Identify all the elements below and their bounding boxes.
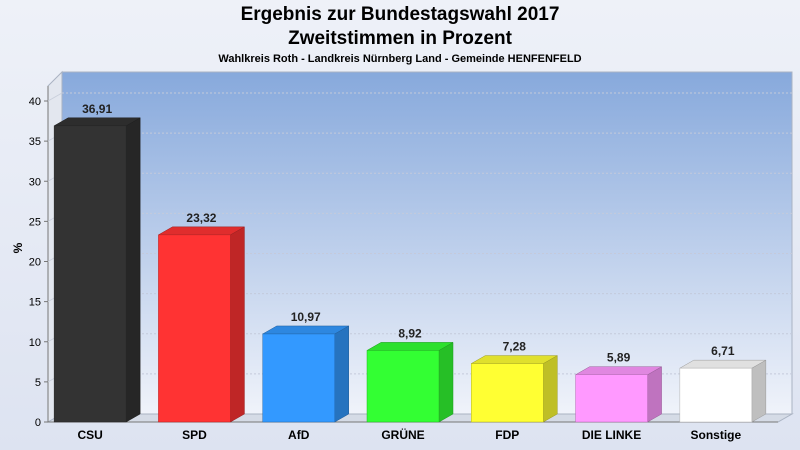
x-tick-label: SPD: [182, 428, 207, 442]
bar-top: [678, 359, 767, 369]
x-tick-label: AfD: [288, 428, 310, 442]
bar-top: [157, 226, 246, 236]
x-tick-label: Sonstige: [691, 428, 742, 442]
bar-top: [366, 342, 454, 351]
data-label: 7,28: [503, 340, 527, 354]
bar: [262, 333, 335, 423]
bar-side: [751, 359, 767, 423]
bar-spd: 23,32: [157, 211, 246, 423]
bar: [158, 234, 231, 423]
bar-sonstige: 6,71: [678, 344, 767, 423]
data-label: 8,92: [398, 326, 422, 340]
data-label: 5,89: [607, 351, 631, 365]
x-tick-label: CSU: [77, 428, 102, 442]
bar: [53, 125, 127, 423]
bar-top: [261, 325, 350, 335]
data-label: 36,91: [82, 102, 112, 116]
y-tick-label: 40: [29, 96, 41, 108]
x-tick-label: GRÜNE: [381, 427, 424, 442]
y-tick-label: 5: [35, 377, 41, 389]
bar-top: [470, 355, 559, 364]
bar-top: [53, 117, 142, 127]
y-axis-label: %: [11, 242, 25, 253]
bar-side: [334, 325, 349, 423]
y-tick-label: 10: [29, 337, 41, 349]
data-label: 23,32: [186, 211, 216, 225]
chart-title: Ergebnis zur Bundestagswahl 2017: [240, 4, 560, 25]
y-tick-label: 20: [29, 257, 41, 269]
bar-side: [125, 117, 141, 423]
data-label: 10,97: [291, 310, 321, 324]
bar-side: [543, 355, 558, 423]
bar: [679, 367, 753, 423]
chart-subtitle: Zweitstimmen in Prozent: [288, 28, 512, 49]
bar-grüne: 8,92: [366, 326, 454, 423]
bar-fdp: 7,28: [470, 340, 559, 423]
y-tick-label: 25: [29, 216, 41, 228]
bar: [471, 363, 544, 423]
y-tick-label: 15: [29, 297, 41, 309]
bar-side: [230, 226, 245, 423]
bar-side: [438, 341, 454, 423]
gridline-depth: [47, 92, 63, 102]
bar-csu: 36,91: [53, 102, 142, 423]
y-tick-label: 0: [35, 417, 41, 429]
x-tick-label: DIE LINKE: [582, 428, 641, 442]
bar-afd: 10,97: [261, 310, 350, 423]
y-tick-label: 35: [29, 136, 41, 148]
data-label: 6,71: [711, 344, 735, 358]
x-tick-label: FDP: [495, 428, 519, 442]
bar-side: [647, 366, 662, 423]
bar-top: [574, 366, 663, 375]
chart-caption: Wahlkreis Roth - Landkreis Nürnberg Land…: [218, 53, 582, 65]
bar: [575, 374, 648, 423]
bar: [366, 350, 440, 423]
bar-die-linke: 5,89: [574, 351, 663, 423]
y-tick-label: 30: [29, 176, 41, 188]
